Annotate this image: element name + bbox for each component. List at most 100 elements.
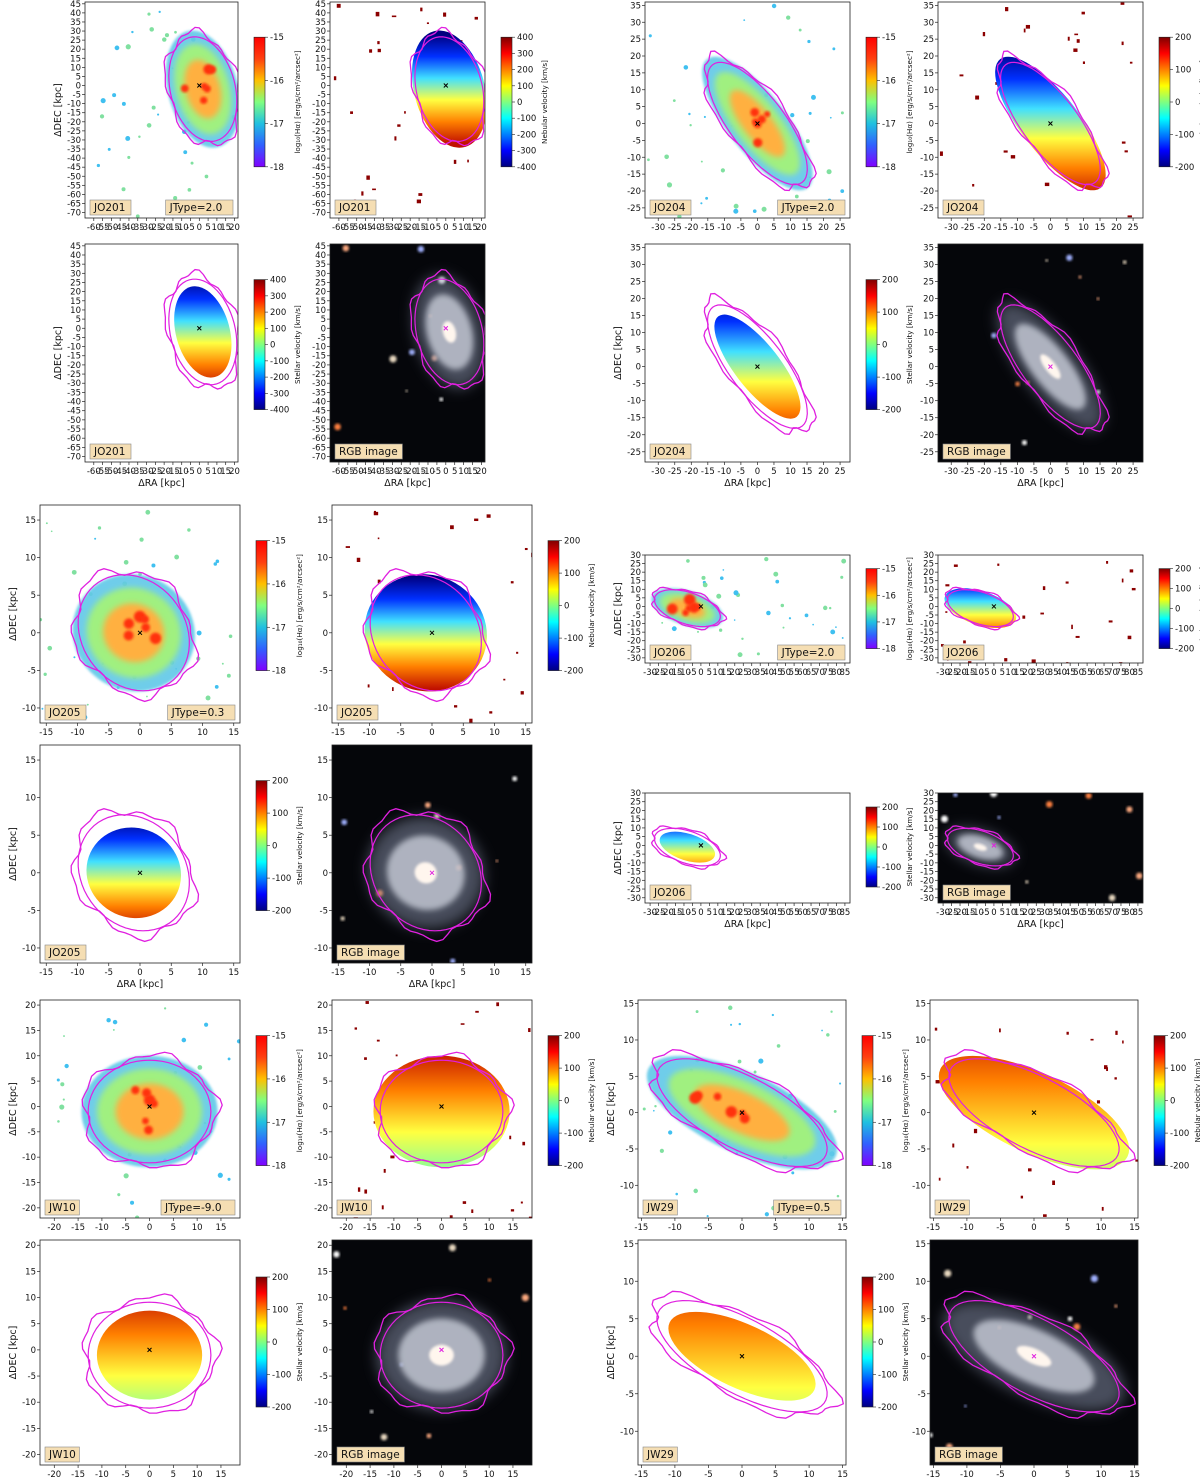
x-tick-label: -15 [701, 223, 715, 233]
y-tick-label: -30 [312, 136, 326, 146]
noise-pixel [356, 557, 361, 563]
galaxy-id-label: JO201 [338, 202, 370, 214]
noise-pixel [966, 1166, 969, 1169]
y-tick-label: -10 [920, 620, 934, 630]
x-tick-label: 0 [755, 223, 760, 233]
x-tick-label: 5 [461, 968, 466, 978]
x-tick-label: 10 [712, 908, 723, 918]
y-tick-label: 30 [923, 789, 934, 799]
y-tick-label: 5 [31, 591, 36, 601]
noise-pixel [345, 546, 351, 548]
x-tick-label: -5 [704, 1223, 712, 1233]
diffuse-emission [63, 1035, 65, 1037]
y-tick-label: 30 [923, 551, 934, 561]
x-tick-label: -20 [403, 467, 417, 477]
x-tick-label: -15 [363, 1470, 377, 1480]
diffuse-emission [826, 169, 832, 175]
diffuse-emission [73, 656, 76, 659]
noise-pixel [1003, 150, 1008, 153]
diffuse-emission [741, 637, 744, 641]
stellar-colorbar: 200 100 0 -100 -200 Stellar velocity [km/s] [861, 1273, 910, 1413]
noise-pixel [367, 684, 370, 688]
diffuse-emission [125, 136, 131, 141]
center-marker [698, 604, 704, 609]
x-tick-label: -50 [104, 223, 118, 233]
colorbar-tick-label: -200 [564, 667, 583, 677]
x-tick-label: -15 [634, 1470, 648, 1480]
diffuse-emission [71, 569, 77, 575]
noise-pixel [460, 1023, 465, 1025]
colorbar-tick-label: -15 [882, 565, 896, 575]
x-tick-label: 15 [220, 467, 231, 477]
noise-pixel [366, 175, 370, 180]
halpha-contour [948, 1058, 1120, 1168]
colorbar-tick-label: 200 [564, 537, 580, 547]
colorbar-tick-label: -16 [270, 76, 284, 86]
background-star [1114, 1304, 1118, 1308]
y-tick-label: -10 [312, 100, 326, 110]
colorbar-tick-label: 100 [1175, 66, 1191, 76]
x-tick-label: 0 [991, 908, 996, 918]
x-tick-label: 35 [1048, 668, 1059, 678]
colorbar-tick-label: -100 [272, 874, 291, 884]
y-tick-label: -5 [633, 850, 641, 860]
colorbar-tick-label: 0 [272, 842, 277, 852]
galaxy-id-label-box [334, 199, 377, 216]
noise-pixel [982, 31, 986, 37]
colorbar-tick-label: 200 [272, 1273, 288, 1283]
colorbar-label: Stellar velocity [km/s] [901, 1302, 910, 1381]
galaxy-id-label: JW10 [340, 1202, 368, 1214]
background-star [488, 1278, 491, 1282]
y-tick-label: -30 [312, 379, 326, 389]
x-tick-label: 25 [738, 908, 749, 918]
diffuse-emission [672, 99, 676, 103]
colorbar-tick-label: -300 [517, 147, 536, 157]
y-tick-label: -10 [627, 153, 641, 163]
y-tick-label: -10 [912, 1427, 926, 1437]
panel-content [940, 560, 1136, 663]
x-tick-label: -10 [677, 908, 691, 918]
x-tick-label: -25 [961, 223, 975, 233]
x-tick-label: 15 [508, 1223, 519, 1233]
diffuse-emission [798, 28, 802, 32]
y-tick-label: 20 [923, 568, 934, 578]
diffuse-emission [41, 707, 44, 710]
diffuse-emission [821, 1029, 823, 1032]
x-tick-label: -10 [960, 1223, 974, 1233]
colorbar-tick-label: -400 [270, 406, 289, 416]
colorbar-tick-label: -17 [878, 1118, 892, 1128]
x-tick-label: 20 [818, 467, 829, 477]
x-tick-label: -15 [669, 668, 683, 678]
velocity-field [364, 574, 487, 692]
x-tick-label: 85 [1133, 668, 1144, 678]
y-tick-label: -15 [314, 1424, 328, 1434]
x-tick-label: 35 [1048, 908, 1059, 918]
noise-pixel [520, 691, 524, 695]
background-star [512, 776, 518, 782]
x-tick-label: 5 [773, 1470, 778, 1480]
x-tick-label: 15 [1129, 1223, 1140, 1233]
noise-pixel [1114, 1077, 1117, 1080]
y-tick-label: 45 [70, 0, 81, 10]
diffuse-emission [653, 1109, 655, 1112]
colorbar-tick-label: 0 [270, 341, 275, 351]
diffuse-emission [60, 1082, 65, 1087]
y-axis-label: ΔDEC [kpc] [606, 1326, 617, 1380]
x-tick-label: 45 [1065, 908, 1076, 918]
diffuse-emission [125, 44, 131, 50]
galaxy-id-label-box [649, 199, 692, 216]
stellar-colorbar: 200 100 0 -100 -200 Stellar velocity [km/s] [865, 276, 914, 416]
noise-pixel [350, 111, 353, 114]
y-tick-label: 20 [70, 45, 81, 55]
x-tick-label: 5 [1064, 467, 1069, 477]
stellar-colorbar: 200 100 0 -100 -200 Stellar velocity [km/s] [255, 1273, 304, 1413]
diffuse-emission [130, 1200, 135, 1205]
x-tick-label: -60 [332, 223, 346, 233]
x-tick-label: 0 [197, 223, 202, 233]
panel-content [930, 1240, 1138, 1465]
colorbar-tick-label: -100 [517, 114, 536, 124]
noise-pixel [365, 1001, 369, 1004]
y-tick-label: 15 [923, 815, 934, 825]
x-tick-label: 45 [1065, 668, 1076, 678]
